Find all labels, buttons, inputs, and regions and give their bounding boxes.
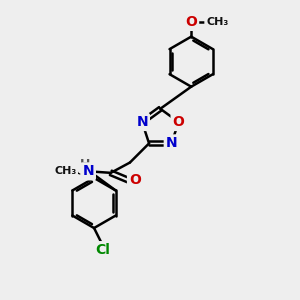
Text: CH₃: CH₃ [54,166,76,176]
Text: H: H [80,158,90,171]
Text: N: N [136,115,148,129]
Text: O: O [185,15,197,29]
Text: Cl: Cl [95,243,110,257]
Text: N: N [166,136,177,150]
Text: N: N [82,164,94,178]
Text: O: O [172,115,184,129]
Text: O: O [129,173,141,187]
Text: CH₃: CH₃ [206,17,228,27]
